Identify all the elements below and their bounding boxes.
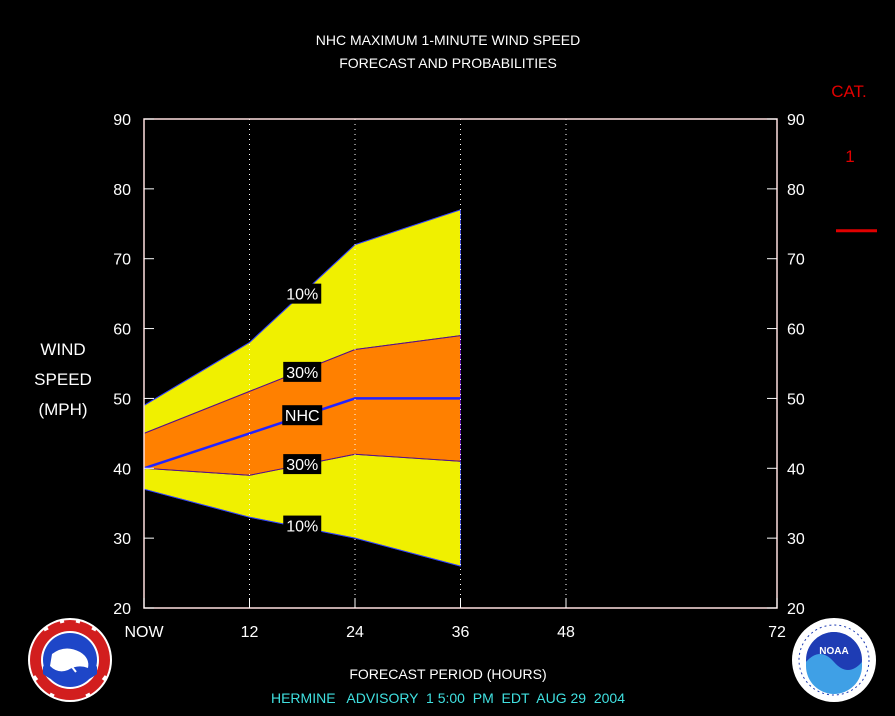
y-tick-label-right-40: 40	[787, 461, 805, 478]
y-tick-label-right-70: 70	[787, 252, 805, 269]
x-axis-label: FORECAST PERIOD (HOURS)	[349, 666, 546, 682]
y-tick-label-left-20: 20	[113, 601, 131, 618]
axis-ticks: 20 20 30 30 40 40 50 50 60 60 70 70 80 80 90 90 NOW 12 24 3…	[113, 112, 805, 641]
y-tick-label-left-50: 50	[113, 391, 131, 408]
x-tick-label-24: 24	[346, 624, 364, 641]
band-label-0: 10%	[286, 287, 318, 304]
y-tick-label-left-60: 60	[113, 322, 131, 339]
y-tick-label-right-80: 80	[787, 182, 805, 199]
y-tick-label-left-90: 90	[113, 112, 131, 129]
chart-subtitle: FORECAST AND PROBABILITIES	[339, 55, 557, 71]
chart-title: NHC MAXIMUM 1-MINUTE WIND SPEED	[316, 32, 580, 48]
band-label-box-2	[282, 405, 323, 426]
band-label-box-1	[283, 361, 322, 382]
y-tick-label-left-80: 80	[113, 182, 131, 199]
y-tick-label-right-90: 90	[787, 112, 805, 129]
probability-bands	[143, 209, 461, 567]
x-tick-label-12: 12	[241, 624, 259, 641]
band-labels: 10% 30% NHC 30% 10%	[282, 283, 323, 536]
band-label-1: 30%	[286, 365, 318, 382]
y-tick-label-left-70: 70	[113, 252, 131, 269]
band-label-2: NHC	[285, 408, 320, 425]
category-header: CAT.	[831, 82, 867, 101]
y-tick-label-left-30: 30	[113, 531, 131, 548]
band-label-4: 10%	[286, 519, 318, 536]
svg-text:NOAA: NOAA	[819, 646, 848, 657]
x-tick-label-36: 36	[452, 624, 470, 641]
y-axis-label-line-3: (MPH)	[38, 400, 87, 419]
national-weather-service-logo	[28, 618, 112, 702]
x-tick-label-48: 48	[557, 624, 575, 641]
noaa-logo: NOAA	[792, 618, 876, 702]
y-axis-label-line-1: WIND	[40, 340, 85, 359]
y-tick-label-right-20: 20	[787, 601, 805, 618]
y-axis-label-line-2: SPEED	[34, 370, 92, 389]
band-label-box-4	[283, 515, 322, 536]
y-tick-label-right-30: 30	[787, 531, 805, 548]
advisory-line: HERMINE ADVISORY 1 5:00 PM EDT AUG 29 20…	[271, 690, 625, 706]
y-tick-label-right-60: 60	[787, 322, 805, 339]
band-label-3: 30%	[286, 457, 318, 474]
category-level: 1	[845, 147, 854, 166]
x-tick-label-now: NOW	[124, 624, 164, 641]
y-tick-label-left-40: 40	[113, 461, 131, 478]
x-tick-label-72: 72	[768, 624, 786, 641]
y-tick-label-right-50: 50	[787, 391, 805, 408]
band-label-box-3	[283, 454, 322, 475]
band-label-box-0	[283, 283, 322, 304]
